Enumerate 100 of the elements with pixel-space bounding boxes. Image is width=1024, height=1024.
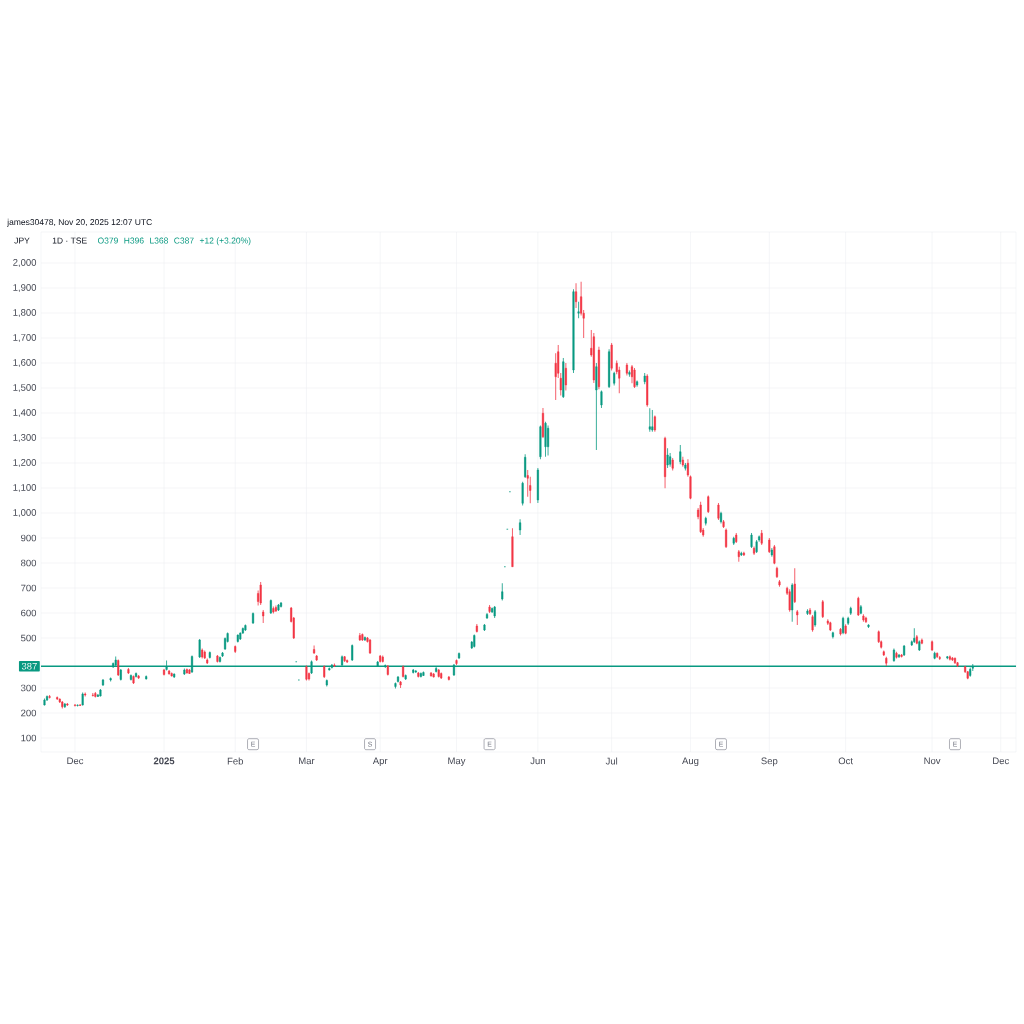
y-axis-title: JPY bbox=[14, 237, 30, 244]
text: 1D · TSE bbox=[52, 237, 87, 244]
candlestick bbox=[633, 367, 636, 389]
candlestick bbox=[269, 599, 272, 615]
candlestick bbox=[399, 680, 402, 689]
candlestick bbox=[277, 603, 280, 612]
y-tick-label: 2,000 bbox=[13, 259, 37, 267]
candlestick bbox=[511, 527, 514, 568]
candlestick bbox=[936, 652, 939, 659]
candlestick bbox=[58, 698, 61, 704]
candlestick bbox=[173, 673, 176, 679]
candlestick bbox=[938, 655, 941, 661]
candlestick bbox=[343, 655, 346, 663]
candlestick bbox=[221, 651, 224, 658]
candlestick bbox=[793, 567, 796, 604]
candlestick bbox=[643, 372, 646, 385]
candlestick bbox=[475, 623, 478, 633]
x-tick-label: Aug bbox=[682, 757, 699, 767]
candlestick bbox=[208, 651, 211, 659]
x-tick-label: Apr bbox=[372, 757, 388, 767]
candlestick bbox=[839, 627, 842, 636]
candlestick bbox=[351, 644, 354, 662]
candlestick bbox=[325, 679, 328, 687]
candlestick bbox=[198, 638, 201, 659]
y-tick-label: 1,600 bbox=[13, 359, 37, 367]
y-tick-label: 1,700 bbox=[13, 334, 37, 342]
candlestick bbox=[99, 688, 102, 697]
annotation: O379 bbox=[97, 237, 118, 244]
y-tick-label: 1,300 bbox=[13, 434, 37, 442]
candlestick bbox=[600, 390, 603, 409]
annotation: H396 bbox=[124, 237, 144, 244]
candlestick bbox=[323, 665, 326, 679]
annotation: +12 (+3.20%) bbox=[199, 237, 251, 246]
candlestick bbox=[188, 668, 191, 675]
candlestick bbox=[56, 696, 59, 701]
candlestick bbox=[849, 606, 852, 616]
candlestick bbox=[145, 675, 148, 680]
candlestick bbox=[707, 495, 710, 514]
x-tick-label: Feb bbox=[227, 757, 244, 765]
y-tick-label: 500 bbox=[20, 634, 37, 642]
candlestick bbox=[577, 301, 580, 319]
candlestick bbox=[521, 481, 524, 506]
candlestick bbox=[613, 371, 616, 386]
candlestick bbox=[628, 370, 631, 378]
y-tick-label: 900 bbox=[21, 534, 37, 542]
candlestick bbox=[844, 623, 847, 635]
candlestick bbox=[315, 654, 318, 662]
candlestick bbox=[737, 549, 740, 563]
candlestick bbox=[750, 532, 753, 549]
y-tick-label: 700 bbox=[21, 584, 37, 592]
candlestick bbox=[796, 609, 799, 626]
candlestick bbox=[773, 544, 776, 565]
candlestick bbox=[43, 698, 46, 706]
candlestick bbox=[666, 447, 669, 469]
x-tick-label: Jul bbox=[605, 757, 618, 765]
x-tick-label: Nov bbox=[924, 757, 941, 765]
ref-line-label: 387 bbox=[21, 662, 37, 670]
x-tick-label: Oct bbox=[838, 757, 853, 765]
candlestick bbox=[885, 656, 888, 667]
candlestick bbox=[84, 692, 87, 697]
candlestick bbox=[847, 616, 850, 626]
candlestick bbox=[572, 288, 575, 374]
candlestick bbox=[422, 671, 425, 677]
y-tick-label: 600 bbox=[21, 609, 37, 617]
candlestick bbox=[867, 623, 870, 629]
candlestick bbox=[483, 623, 486, 632]
candlestick bbox=[821, 599, 824, 619]
candlestick bbox=[440, 672, 443, 680]
candlestick bbox=[132, 675, 135, 685]
candlestick bbox=[234, 645, 237, 654]
candlestick bbox=[610, 342, 613, 371]
y-tick-label: 100 bbox=[21, 734, 37, 742]
y-tick-label: 1,100 bbox=[13, 484, 37, 492]
y-tick-label: 1,400 bbox=[13, 409, 37, 417]
candlestick bbox=[882, 650, 885, 657]
x-tick-label: Jun bbox=[530, 757, 545, 765]
y-tick-label: 1,000 bbox=[13, 509, 37, 517]
candlestick bbox=[404, 674, 407, 681]
candlestick bbox=[66, 702, 69, 707]
annotation: L368 bbox=[150, 237, 169, 244]
candlestick bbox=[966, 670, 969, 680]
candlestick bbox=[877, 630, 880, 644]
x-tick-label: Sep bbox=[761, 757, 778, 767]
x-tick-label: 2025 bbox=[153, 757, 175, 765]
candlestick bbox=[829, 621, 832, 632]
y-tick-label: 1,500 bbox=[13, 384, 37, 392]
text: james30478, Nov 20, 2025 12:07 UTC bbox=[7, 218, 152, 227]
candlestick bbox=[722, 519, 725, 529]
y-tick-label: 1,200 bbox=[13, 459, 37, 467]
candlestick bbox=[127, 667, 130, 675]
y-tick-label: 800 bbox=[21, 559, 37, 567]
candlestick bbox=[684, 462, 687, 471]
candlestick bbox=[455, 659, 458, 666]
annotation: C387 bbox=[174, 237, 194, 244]
candlestick bbox=[539, 425, 542, 460]
x-tick-label: Mar bbox=[299, 757, 315, 765]
candlestick bbox=[778, 579, 781, 588]
y-tick-label: 1,900 bbox=[13, 284, 37, 292]
candlestick bbox=[501, 582, 504, 601]
candlestick bbox=[933, 651, 936, 660]
